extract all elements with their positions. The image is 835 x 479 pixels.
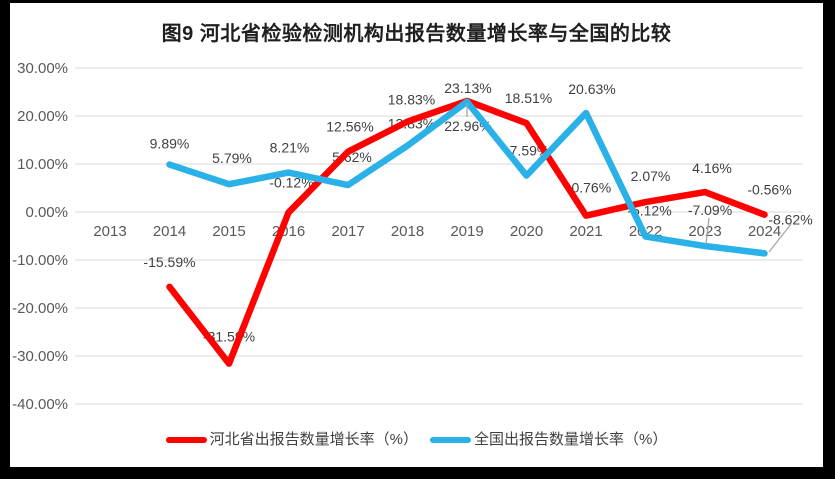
svg-text:5.79%: 5.79%	[212, 150, 252, 166]
svg-text:-8.62%: -8.62%	[768, 211, 812, 227]
svg-text:2017: 2017	[331, 223, 364, 240]
svg-text:2024: 2024	[748, 223, 781, 240]
svg-text:20.63%: 20.63%	[568, 81, 615, 97]
svg-text:-0.76%: -0.76%	[567, 180, 611, 196]
svg-text:2018: 2018	[391, 223, 424, 240]
chart-legend: 河北省出报告数量增长率（%） 全国出报告数量增长率（%）	[10, 431, 823, 448]
svg-text:-15.59%: -15.59%	[143, 254, 195, 270]
svg-text:30.00%: 30.00%	[17, 60, 68, 77]
svg-text:-30.00%: -30.00%	[12, 348, 68, 365]
svg-text:-40.00%: -40.00%	[12, 396, 68, 413]
national-line-swatch	[430, 436, 471, 443]
svg-text:2015: 2015	[212, 223, 245, 240]
svg-text:2020: 2020	[510, 223, 543, 240]
legend-label-hebei: 河北省出报告数量增长率（%）	[209, 431, 418, 448]
legend-item-national: 全国出报告数量增长率（%）	[430, 431, 667, 448]
svg-text:8.21%: 8.21%	[270, 140, 310, 156]
svg-text:2.07%: 2.07%	[631, 168, 671, 184]
svg-text:-10.00%: -10.00%	[12, 252, 68, 269]
svg-text:2023: 2023	[688, 223, 721, 240]
svg-text:-0.56%: -0.56%	[747, 182, 791, 198]
chart-title: 图9 河北省检验检测机构出报告数量增长率与全国的比较	[161, 23, 672, 45]
svg-text:12.56%: 12.56%	[326, 119, 373, 135]
svg-text:20.00%: 20.00%	[17, 108, 68, 125]
hebei-line-swatch	[165, 436, 207, 443]
svg-text:23.13%: 23.13%	[444, 80, 491, 96]
svg-text:18.51%: 18.51%	[505, 90, 552, 106]
svg-text:2014: 2014	[153, 223, 186, 240]
legend-item-hebei: 河北省出报告数量增长率（%）	[165, 431, 418, 448]
chart-canvas: 图9 河北省检验检测机构出报告数量增长率与全国的比较 30.00% 20.00% 1…	[10, 3, 823, 467]
svg-text:2019: 2019	[450, 223, 483, 240]
svg-text:2013: 2013	[93, 223, 126, 240]
svg-text:4.16%: 4.16%	[692, 160, 732, 176]
svg-text:2021: 2021	[569, 223, 602, 240]
svg-text:18.83%: 18.83%	[388, 92, 435, 108]
legend-label-national: 全国出报告数量增长率（%）	[474, 431, 668, 448]
svg-text:-7.09%: -7.09%	[688, 202, 732, 218]
svg-text:10.00%: 10.00%	[17, 156, 68, 173]
svg-text:9.89%: 9.89%	[150, 136, 190, 152]
svg-text:-20.00%: -20.00%	[12, 300, 68, 317]
line-chart-plot: 30.00% 20.00% 10.00% 0.00% -10.00% -20.00% -30…	[12, 60, 813, 413]
svg-text:0.00%: 0.00%	[25, 204, 68, 221]
